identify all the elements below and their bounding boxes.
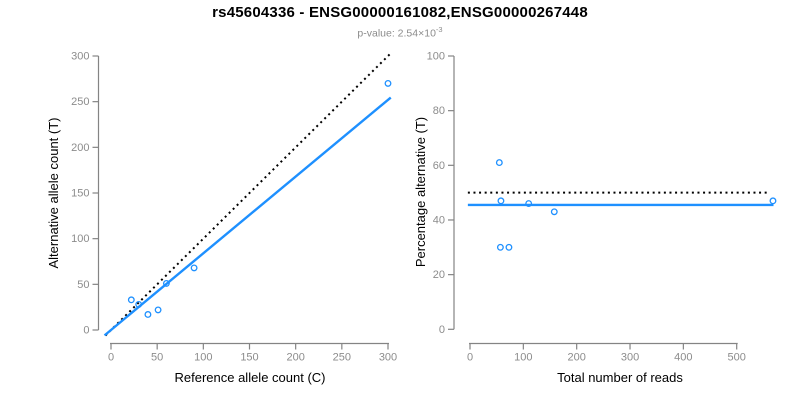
- x-tick-label: 0: [467, 352, 473, 364]
- y-tick-label: 100: [71, 233, 89, 245]
- x-tick-label: 100: [194, 352, 212, 364]
- data-point: [769, 197, 777, 205]
- y-tick-label: 250: [71, 96, 89, 108]
- x-tick-label: 100: [514, 352, 532, 364]
- data-point: [525, 200, 533, 208]
- chart-subtitle: p-value: 2.54×10-3: [0, 25, 800, 40]
- x-tick-label: 300: [621, 352, 639, 364]
- identity-line: [104, 52, 392, 337]
- data-point: [384, 79, 392, 87]
- x-tick-label: 150: [240, 352, 258, 364]
- y-tick-label: 20: [433, 269, 445, 281]
- right-panel-yaxis-label: Percentage alternative (T): [413, 116, 428, 268]
- y-tick-label: 60: [433, 160, 445, 172]
- data-point: [154, 306, 162, 314]
- y-tick-label: 150: [71, 188, 89, 200]
- chart-title: rs45604336 - ENSG00000161082,ENSG0000026…: [212, 4, 588, 21]
- left-panel-xaxis-label: Reference allele count (C): [174, 370, 326, 385]
- data-point: [144, 311, 152, 318]
- right-panel-xaxis-label: Total number of reads: [557, 370, 683, 385]
- pvalue-exponent: -3: [435, 25, 443, 34]
- y-tick-label: 300: [71, 51, 89, 63]
- y-tick-label: 40: [433, 214, 445, 226]
- right-panel: 0 100 200 300 400 500 0 20 40 60 80 100: [427, 51, 777, 364]
- data-point: [127, 296, 135, 304]
- x-tick-label: 50: [151, 352, 163, 364]
- data-point: [496, 243, 504, 251]
- y-tick-label: 200: [71, 142, 89, 154]
- x-tick-label: 500: [728, 352, 746, 364]
- data-point: [162, 279, 170, 287]
- x-tick-label: 200: [568, 352, 586, 364]
- data-point: [505, 243, 513, 251]
- left-panel: 0 50 100 150 200 250 300 0 50 100 150 200 250 300: [71, 51, 397, 364]
- x-tick-label: 250: [333, 352, 351, 364]
- x-tick-label: 400: [674, 352, 692, 364]
- data-point: [190, 264, 198, 272]
- data-point: [135, 300, 143, 308]
- fit-line: [103, 96, 392, 337]
- data-point: [495, 159, 503, 167]
- x-tick-label: 300: [379, 352, 397, 364]
- y-tick-label: 50: [77, 279, 89, 291]
- y-tick-label: 0: [83, 325, 89, 337]
- y-tick-label: 0: [439, 324, 445, 336]
- pvalue-text: p-value: 2.54×10: [357, 27, 436, 40]
- left-panel-yaxis-label: Alternative allele count (T): [46, 117, 61, 269]
- y-tick-label: 100: [427, 51, 445, 63]
- x-tick-label: 0: [108, 352, 114, 364]
- y-tick-label: 80: [433, 105, 445, 117]
- data-point: [550, 208, 558, 216]
- x-tick-label: 200: [286, 352, 304, 364]
- data-point: [497, 197, 505, 205]
